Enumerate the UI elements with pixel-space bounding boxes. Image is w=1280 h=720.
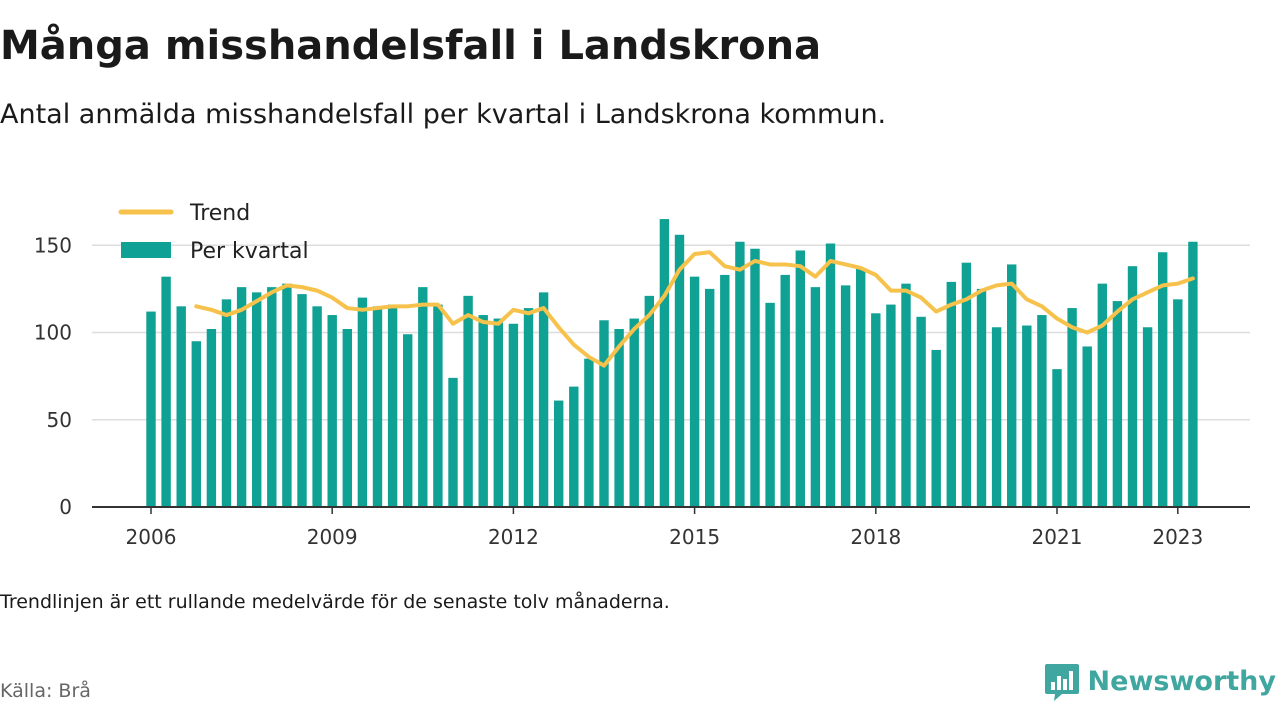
bar bbox=[1052, 369, 1062, 507]
brand-name: Newsworthy bbox=[1087, 666, 1276, 697]
bar bbox=[916, 316, 926, 507]
bar bbox=[931, 349, 941, 507]
bar bbox=[463, 295, 473, 508]
bar bbox=[735, 241, 745, 507]
x-tick-label: 2006 bbox=[126, 525, 177, 549]
y-tick-label: 100 bbox=[34, 321, 72, 345]
bar bbox=[221, 299, 232, 508]
bar bbox=[1067, 308, 1077, 507]
x-tick-label: 2012 bbox=[488, 525, 539, 549]
chart-title: Många misshandelsfall i Landskrona bbox=[0, 23, 822, 69]
bar bbox=[1097, 283, 1107, 507]
bar bbox=[584, 358, 594, 507]
bar bbox=[478, 315, 488, 507]
bar bbox=[961, 262, 972, 507]
axes: 0 50 100 150 2006 2009 2012 2015 2018 2021 2023 bbox=[34, 233, 1250, 549]
bar bbox=[282, 283, 292, 507]
x-tick-label: 2018 bbox=[850, 525, 901, 549]
bar bbox=[342, 329, 352, 507]
bar bbox=[236, 287, 247, 507]
bar bbox=[569, 386, 579, 508]
bar bbox=[448, 377, 458, 507]
bar bbox=[206, 329, 217, 507]
bar bbox=[357, 297, 368, 507]
bar bbox=[720, 274, 730, 507]
trend-line bbox=[194, 250, 1195, 368]
bar bbox=[976, 288, 987, 508]
x-tick-label: 2009 bbox=[307, 525, 358, 549]
chart-note: Trendlinjen är ett rullande medelvärde f… bbox=[0, 591, 670, 613]
bar bbox=[1082, 346, 1092, 507]
bar bbox=[1158, 252, 1168, 507]
bar bbox=[493, 318, 503, 507]
bar bbox=[508, 323, 519, 507]
bar bbox=[327, 315, 337, 507]
bar bbox=[1173, 299, 1183, 508]
bar bbox=[750, 248, 760, 508]
bar bbox=[1127, 266, 1138, 507]
bar bbox=[161, 276, 171, 507]
legend-swatch-per-kvartal bbox=[121, 242, 171, 258]
bar bbox=[599, 320, 609, 507]
bar bbox=[901, 283, 911, 507]
bar bbox=[871, 313, 881, 507]
bar bbox=[886, 304, 896, 507]
bar bbox=[403, 334, 413, 508]
bar bbox=[795, 250, 805, 508]
bar-chart-bubble-icon bbox=[1044, 664, 1079, 701]
source-text: Källa: Brå bbox=[0, 680, 91, 702]
chart-subtitle: Antal anmälda misshandelsfall per kvarta… bbox=[0, 99, 887, 130]
bar bbox=[614, 329, 624, 507]
bar bbox=[387, 304, 398, 507]
bar bbox=[523, 308, 534, 507]
bar bbox=[1188, 241, 1198, 507]
bar bbox=[312, 306, 322, 507]
bar bbox=[554, 400, 564, 508]
bar bbox=[674, 234, 685, 507]
bar bbox=[146, 311, 156, 507]
bar bbox=[946, 281, 956, 507]
bar bbox=[418, 287, 428, 507]
bar bbox=[856, 267, 866, 507]
bar bbox=[372, 306, 383, 507]
y-tick-label: 0 bbox=[59, 495, 72, 519]
bars-per-kvartal bbox=[146, 219, 1198, 508]
bar bbox=[252, 292, 262, 508]
bar bbox=[1112, 301, 1123, 507]
y-tick-label: 50 bbox=[47, 408, 72, 432]
x-tick-label: 2015 bbox=[669, 525, 720, 549]
bar bbox=[433, 304, 443, 507]
y-tick-label: 150 bbox=[34, 233, 72, 257]
bar bbox=[1022, 325, 1032, 507]
bar bbox=[689, 276, 700, 507]
bar bbox=[629, 318, 639, 507]
bar bbox=[780, 274, 790, 507]
legend-label-trend: Trend bbox=[189, 201, 250, 226]
bar bbox=[176, 306, 186, 507]
bar bbox=[538, 292, 549, 508]
bar bbox=[1142, 327, 1153, 507]
bar bbox=[810, 287, 821, 507]
x-tick-label: 2021 bbox=[1032, 525, 1083, 549]
x-tick-label: 2023 bbox=[1152, 525, 1203, 549]
bar bbox=[1037, 315, 1047, 507]
legend-label-per-kvartal: Per kvartal bbox=[190, 239, 309, 264]
bar bbox=[267, 287, 277, 507]
bar bbox=[297, 294, 307, 507]
legend: Trend Per kvartal bbox=[118, 201, 309, 264]
bar bbox=[991, 327, 1002, 507]
bar bbox=[1007, 264, 1017, 507]
trend-line-group bbox=[194, 250, 1195, 368]
bar bbox=[644, 295, 654, 508]
brand-logo[interactable]: Newsworthy bbox=[1044, 662, 1276, 702]
bar bbox=[705, 288, 715, 508]
bar bbox=[191, 341, 201, 508]
bar bbox=[825, 243, 836, 507]
bar bbox=[659, 219, 670, 507]
bar bbox=[765, 302, 775, 507]
bar bbox=[840, 285, 851, 507]
